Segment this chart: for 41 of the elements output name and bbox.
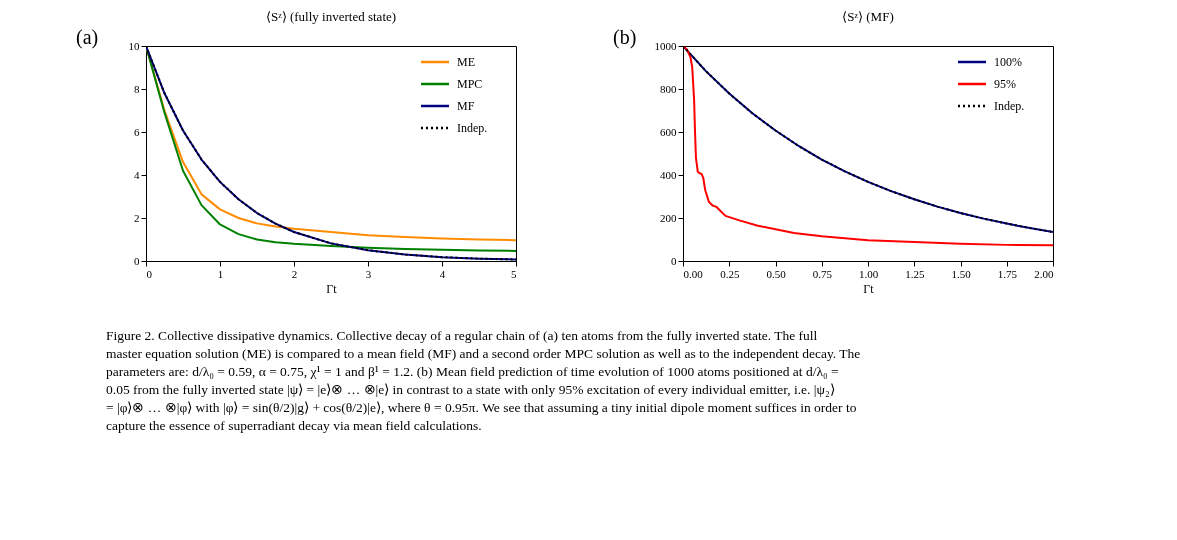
x-tick-label: 1.00 [858, 267, 879, 280]
y-tick-label: 600 [660, 125, 677, 138]
legend-label: 100% [994, 55, 1022, 69]
legend-label: 95% [994, 77, 1016, 91]
x-tick-label: 1.25 [905, 267, 925, 280]
y-tick-label: 0 [671, 254, 677, 267]
legend-label: Indep. [457, 121, 488, 135]
x-axis-title: Γt [326, 281, 338, 296]
x-tick-label: 0.25 [720, 267, 740, 280]
x-tick-label: 0.00 [683, 267, 704, 280]
x-tick-label: 1.50 [951, 267, 972, 280]
y-tick-label: 800 [660, 82, 677, 95]
x-tick-label: 1.75 [997, 267, 1018, 280]
legend-label: Indep. [994, 99, 1025, 113]
chart-title: ⟨Sᶻ⟩ (MF) [842, 9, 894, 24]
x-tick-label: 1 [217, 267, 224, 280]
y-tick-label: 10 [128, 39, 140, 52]
x-tick-label: 2.00 [1034, 267, 1054, 280]
x-tick-label: 0 [146, 267, 153, 280]
x-tick-label: 0.75 [812, 267, 833, 280]
y-tick-label: 2 [134, 211, 140, 224]
x-tick-label: 0.50 [766, 267, 787, 280]
y-tick-label: 8 [134, 82, 140, 95]
x-axis-title: Γt [863, 281, 875, 296]
caption: Figure 2. Collective dissipative dynamics. Collective decay of a regular chain of (a) ten atoms from the fully inverted state. The full master equation solution (ME) is compared to a mean field (MF) and a second order MPC solution as well as to the independent decay. The parameters are: d/λ₀ = 0.59, α = 0.75, χ¹ = 1 and β¹ = 1.2. (b) Mean field prediction of time evolution of 1000 atoms positioned at d/λ₀ = 0.05 from the fully inverted state |ψ⟩ = |e⟩⊗ … ⊗|e⟩ in contrast to a state with only 95% excitation of every individual emitter, i.e. |ψ₂⟩ = |φ⟩⊗ … ⊗|φ⟩ with |φ⟩ = sin(θ/2)|g⟩ + cos(θ/2)|e⟩, where θ = 0.95π. We see that assuming a tiny initial dipole moment suffices in order to capture the essence of superradiant decay via mean field calculations. [106, 328, 861, 433]
y-tick-label: 4 [134, 168, 140, 181]
x-tick-label: 5 [511, 267, 517, 280]
y-tick-label: 1000 [654, 39, 677, 52]
x-tick-label: 4 [439, 267, 446, 280]
x-tick-label: 3 [365, 267, 372, 280]
text: (a) [76, 26, 99, 49]
y-tick-label: 200 [660, 211, 677, 224]
legend-label: ME [457, 55, 475, 69]
y-tick-label: 6 [134, 125, 140, 138]
legend-label: MF [457, 99, 475, 113]
y-tick-label: 0 [134, 254, 140, 267]
text: (b) [613, 26, 637, 49]
y-tick-label: 400 [660, 168, 677, 181]
chart-title: ⟨Sᶻ⟩ (fully inverted state) [265, 9, 397, 24]
x-tick-label: 2 [291, 267, 298, 280]
legend-label: MPC [457, 77, 483, 91]
